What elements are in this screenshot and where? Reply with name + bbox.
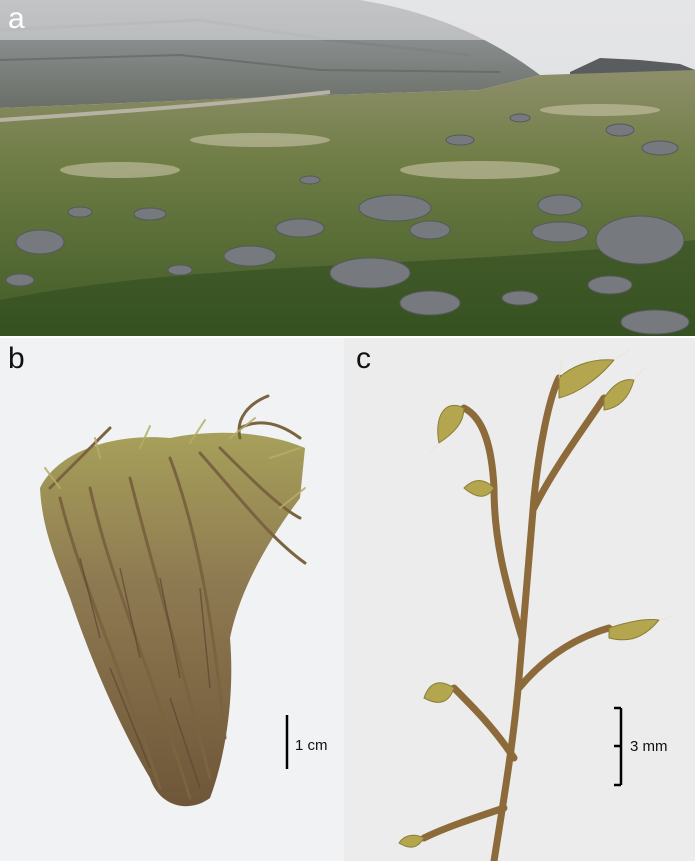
landscape-photo — [0, 0, 695, 336]
panel-label-b: b — [8, 342, 25, 375]
panel-label-a: a — [8, 2, 25, 35]
landscape-illustration — [0, 0, 695, 336]
moss-cushion-illustration — [40, 394, 307, 807]
moss-shoot-photo — [344, 338, 695, 861]
moss-specimen-photo — [0, 338, 344, 861]
scale-bar-c-line — [614, 706, 623, 787]
scale-bar-b-label: 1 cm — [295, 737, 328, 754]
moss-shoot-illustration — [398, 349, 675, 861]
panel-label-c: c — [356, 342, 371, 375]
scale-bar-c-label: 3 mm — [630, 738, 668, 755]
